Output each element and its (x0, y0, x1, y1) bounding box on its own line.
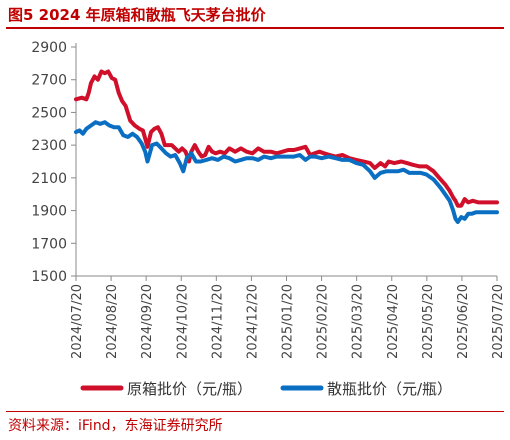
source-note: 资料来源：iFind，东海证券研究所 (8, 418, 223, 434)
x-axis-ticks: 2024/07/20 2024/08/20 2024/09/20 2024/10/20… (70, 276, 506, 359)
x-tick-label: 2025/05/20 (421, 284, 436, 359)
y-tick-label: 2700 (31, 73, 67, 89)
y-tick-label: 2500 (31, 105, 67, 121)
y-tick-label: 1500 (31, 269, 67, 285)
x-tick-label: 2025/06/20 (456, 284, 471, 359)
series-line-loose-bottle (74, 120, 499, 224)
y-tick-label: 1900 (31, 204, 67, 220)
series-line-original-box (74, 69, 499, 208)
y-tick-label: 2300 (31, 138, 67, 154)
x-tick-label: 2025/02/20 (316, 284, 331, 359)
x-tick-label: 2024/12/20 (245, 284, 260, 359)
x-tick-label: 2025/03/20 (351, 284, 366, 359)
y-tick-label: 2900 (31, 40, 67, 56)
y-tick-label: 1700 (31, 236, 67, 252)
x-tick-label: 2024/07/20 (70, 284, 85, 359)
figure-title: 图5 2024 年原箱和散瓶飞天茅台批价 (8, 6, 266, 24)
y-axis-ticks: 1500 1700 1900 2100 2300 2500 2700 2900 (31, 40, 76, 285)
legend: 原箱批价（元/瓶） 散瓶批价（元/瓶） (80, 380, 452, 398)
x-tick-label: 2024/09/20 (140, 284, 155, 359)
title-rule (6, 27, 504, 29)
x-tick-label: 2024/10/20 (175, 284, 190, 359)
y-tick-label: 2100 (31, 171, 67, 187)
x-tick-label: 2025/04/20 (386, 284, 401, 359)
chart-axes (75, 43, 497, 277)
legend-label-original-box: 原箱批价（元/瓶） (127, 380, 252, 398)
x-tick-label: 2025/01/20 (281, 284, 296, 359)
series-lines (74, 69, 499, 224)
x-tick-label: 2024/08/20 (105, 284, 120, 359)
legend-label-loose-bottle: 散瓶批价（元/瓶） (327, 380, 452, 398)
source-rule (6, 411, 504, 412)
x-tick-label: 2025/07/20 (491, 284, 506, 359)
x-tick-label: 2024/11/20 (210, 284, 225, 359)
